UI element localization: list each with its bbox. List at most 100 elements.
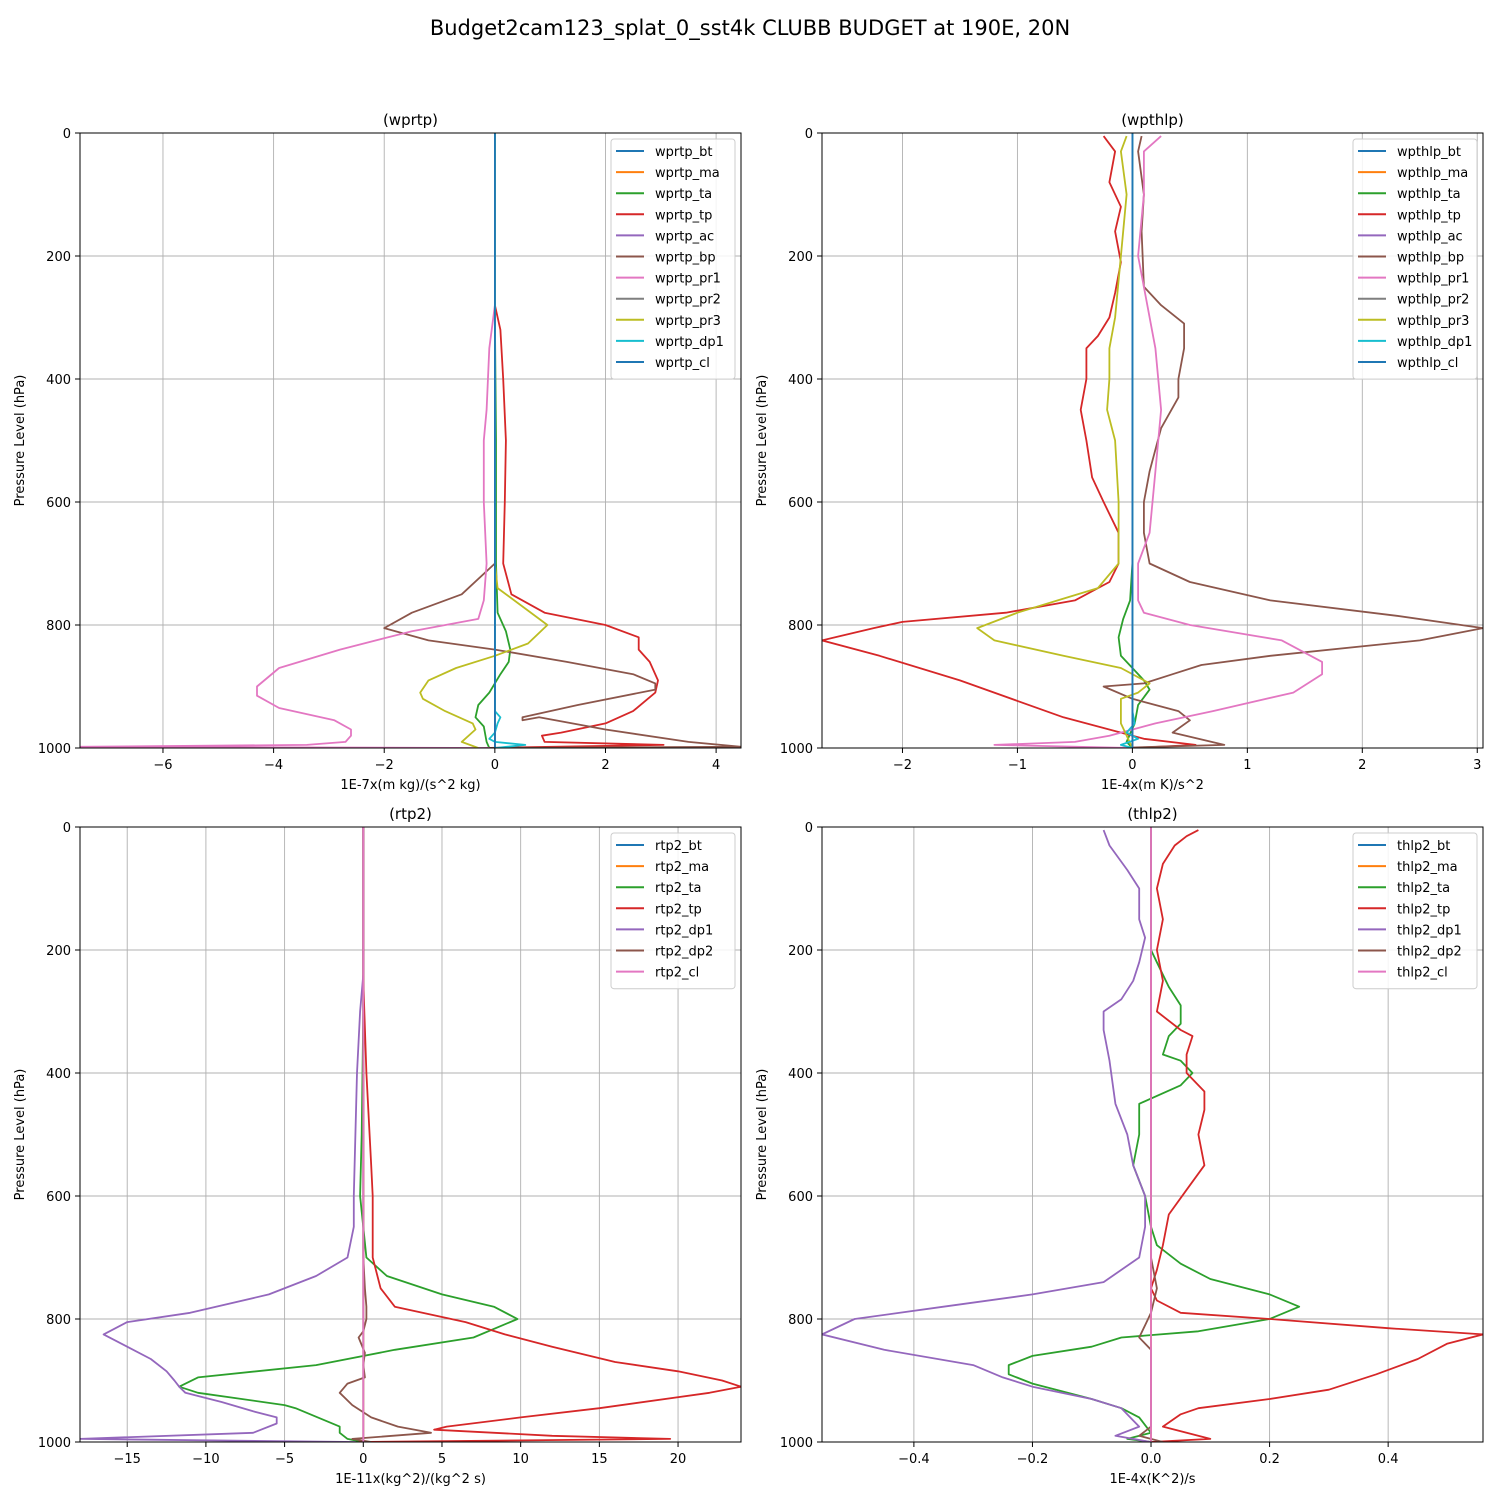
subplot-title: (wpthlp) [1121,111,1184,129]
legend-label: wpthlp_ac [1397,229,1463,244]
y-tick-label: 400 [46,1067,71,1082]
legend-label: wpthlp_bp [1397,251,1464,266]
x-tick-label: 0.2 [1259,1452,1280,1467]
series-line-rtp2-tp [358,827,741,1442]
x-tick-label: −2 [893,758,912,773]
chart-rtp2: −15 −10 −5 0 5 10 15 2002004006008001000(rtp2)1… [13,805,742,1487]
legend-label: wpthlp_pr3 [1397,314,1469,329]
legend: rtp2_bt rtp2_ma rtp2_ta rtp2_tp rtp2_dp1 rtp2… [610,832,736,990]
legend-label: thlp2_dp2 [1397,945,1462,960]
x-axis-label: 1E-11x(kg^2)/(kg^2 s) [335,1472,486,1487]
y-tick-label: 0 [805,127,813,142]
x-tick-label: 10 [512,1452,529,1467]
plot-frame [79,826,742,1443]
x-tick-label: −15 [113,1452,140,1467]
y-tick-label: 600 [46,1190,71,1205]
x-tick-label: −6 [153,758,172,773]
legend-label: rtp2_ma [655,860,709,875]
legend: wprtp_bt wprtp_ma wprtp_ta wprtp_tp wprtp_ac… [610,138,736,380]
y-tick-label: 0 [805,821,813,836]
legend-label: wpthlp_ma [1397,166,1468,181]
chart-thlp2: −0.4 −0.2 0.0 0.2 0.4 0 200 400 600 800 1000 (thlp2… [755,805,1484,1487]
series-line-rtp2-dp2 [338,827,432,1442]
series-line-thlp2-tp [1150,829,1483,1442]
series-line-thlp2-dp2 [1138,827,1164,1442]
y-tick-label: 600 [46,496,71,511]
plot-frame [79,132,742,749]
legend-label: wprtp_ac [655,229,714,244]
legend-label: wprtp_bt [655,145,712,160]
chart-wprtp: −6 −4 −2 0 2 4 0 200 400 600 800 1000 (wprtp) 1E-7x(m… [13,111,742,793]
series-group [822,827,1483,1442]
y-tick-label: 400 [788,373,813,388]
y-axis-label: Pressure Level (hPa) [13,375,28,507]
y-tick-label: 800 [46,1313,71,1328]
y-tick-label: 0 [63,127,71,142]
y-tick-label: 1000 [780,742,813,757]
x-tick-label: 0 [491,758,499,773]
x-tick-label: 1 [1243,758,1251,773]
x-tick-label: 0.0 [1141,1452,1162,1467]
legend-label: rtp2_dp2 [655,945,713,960]
legend-label: thlp2_tp [1397,902,1450,917]
legend-label: wpthlp_bt [1397,145,1461,160]
legend-label: wprtp_tp [655,208,712,223]
y-tick-label: 400 [46,373,71,388]
y-tick-label: 1000 [780,1436,813,1451]
y-tick-label: 200 [46,944,71,959]
legend-label: thlp2_bt [1397,839,1450,854]
y-tick-label: 400 [788,1067,813,1082]
legend-label: wprtp_ta [655,187,712,202]
series-line-wpthlp-pr3 [976,135,1151,748]
x-axis-label: 1E-4x(m K)/s^2 [1101,778,1204,793]
series-line-wprtp-tp [483,133,665,748]
legend-label: wpthlp_tp [1397,208,1461,223]
figure-title: Budget2cam123_splat_0_sst4k CLUBB BUDGET… [429,16,1071,40]
x-tick-label: −2 [375,758,394,773]
legend-label: thlp2_dp1 [1397,923,1462,938]
series-group [80,133,741,748]
y-tick-label: 800 [788,619,813,634]
plot-frame [821,826,1484,1443]
x-tick-label: 0.4 [1378,1452,1399,1467]
y-tick-label: 600 [788,496,813,511]
x-tick-label: 3 [1473,758,1481,773]
x-tick-label: −1 [1008,758,1027,773]
legend-label: wprtp_pr2 [655,293,721,308]
y-axis-label: Pressure Level (hPa) [13,1069,28,1201]
subplot-title: (thlp2) [1127,805,1177,823]
x-tick-label: 0 [359,1452,367,1467]
x-axis-label: 1E-7x(m kg)/(s^2 kg) [340,778,480,793]
x-tick-label: 0 [1128,758,1136,773]
y-tick-label: 200 [788,944,813,959]
legend-label: rtp2_ta [655,881,702,896]
y-tick-label: 800 [46,619,71,634]
series-line-wprtp-pr3 [419,133,549,748]
legend-label: rtp2_tp [655,902,702,917]
legend-label: wpthlp_pr1 [1397,272,1469,287]
legend-label: thlp2_ta [1397,881,1450,896]
y-tick-label: 1000 [38,742,71,757]
y-tick-label: 0 [63,821,71,836]
x-tick-label: −0.2 [1017,1452,1049,1467]
x-tick-label: −10 [192,1452,219,1467]
x-tick-label: 20 [670,1452,687,1467]
x-tick-label: 5 [438,1452,446,1467]
y-tick-label: 600 [788,1190,813,1205]
x-tick-label: 2 [1358,758,1366,773]
y-tick-label: 200 [788,250,813,265]
legend-label: wpthlp_dp1 [1397,335,1472,350]
legend: wpthlp_bt wpthlp_ma wpthlp_ta wpthlp_tpwpth… [1352,138,1478,380]
legend-label: wprtp_ma [655,166,720,181]
legend-label: wpthlp_cl [1397,356,1458,371]
y-tick-label: 200 [46,250,71,265]
series-line-rtp2-ta [178,827,519,1442]
plot-frame [821,132,1484,749]
legend-label: wpthlp_pr2 [1397,293,1469,308]
series-line-wpthlp-tp [822,135,1197,748]
y-axis-label: Pressure Level (hPa) [755,1069,770,1201]
legend-label: wprtp_bp [655,251,716,266]
series-group [822,133,1483,748]
